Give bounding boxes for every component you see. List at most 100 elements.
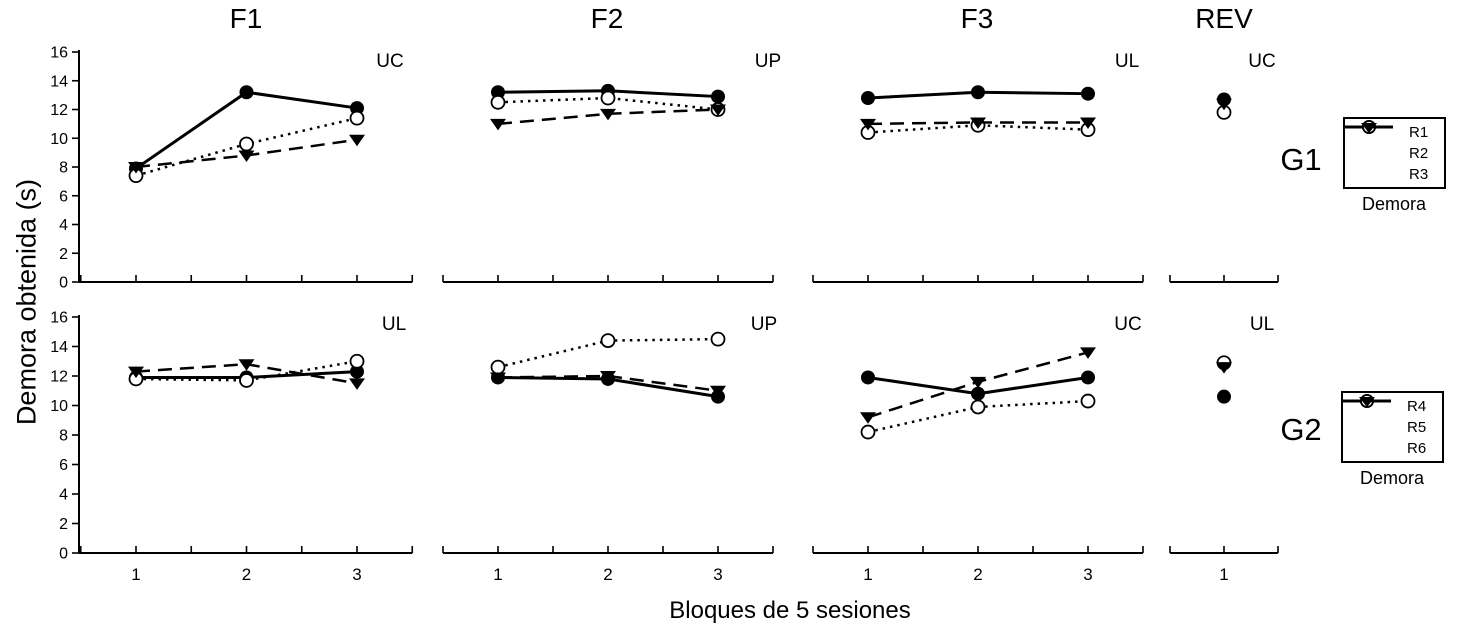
series-R6-marker	[490, 372, 506, 384]
y-tick-label: 10	[50, 398, 68, 415]
legend-sample-r6	[1343, 397, 1400, 456]
group-label-g2: G2	[1280, 412, 1322, 447]
condition-label-g2-f1: UL	[381, 314, 407, 335]
legend-sample-r2	[1345, 120, 1402, 161]
x-tick-label: 3	[713, 565, 722, 584]
x-tick-label: 1	[863, 565, 872, 584]
y-tick-label: 16	[50, 310, 68, 327]
panel-G2-F3: 1 2 3	[812, 347, 1144, 584]
panel-G2-F2: 1 2 3	[442, 331, 774, 584]
legend-entry-r3: R3	[1345, 123, 1444, 185]
series-R4-marker	[350, 364, 364, 379]
series-R3-marker	[1080, 117, 1096, 129]
x-tick-label: 1	[131, 565, 140, 584]
x-tick-label: 1	[493, 565, 502, 584]
y-tick-label: 6	[59, 457, 68, 474]
series-R6-marker	[349, 378, 365, 390]
panel-title-f3: F3	[960, 3, 994, 34]
series-R3-marker	[710, 104, 726, 116]
series-R5-marker	[239, 373, 254, 388]
legend-g2: R4 R5 R6	[1341, 391, 1444, 463]
legend-sample-svg-R3	[1345, 123, 1393, 133]
x-tick-label: 2	[242, 565, 251, 584]
legend-label-r5: R5	[1407, 418, 1427, 436]
series-R4-marker	[1217, 389, 1231, 404]
x-axis-title: Bloques de 5 sesiones	[669, 597, 911, 624]
series-R1-marker	[491, 85, 505, 100]
x-tick-label: 2	[603, 565, 612, 584]
series-R3-marker	[1216, 98, 1232, 111]
series-R5-marker	[349, 353, 365, 369]
legend-entry-r2: R2	[1345, 120, 1444, 164]
series-R6-marker	[710, 385, 726, 398]
condition-label-g1-f3: UL	[1114, 51, 1140, 72]
panel-G1-REV	[1169, 92, 1279, 283]
series-R5-marker	[860, 424, 876, 440]
series-R6-marker	[238, 359, 255, 371]
panel-G1-F2	[442, 83, 774, 283]
y-tick-label: 10	[50, 131, 68, 148]
group-label-g1: G1	[1280, 142, 1322, 177]
series-R6-marker	[1216, 362, 1232, 374]
y-tick-label: 0	[59, 275, 68, 292]
y-tick-label: 2	[59, 516, 68, 533]
condition-label-g1-rev: UC	[1248, 51, 1276, 72]
series-R2-marker	[349, 110, 365, 126]
series-R3-marker	[238, 150, 255, 162]
legend-g1: R1 R2 R3	[1343, 117, 1446, 189]
series-R5-marker	[1080, 393, 1096, 409]
series-R5-marker	[600, 333, 616, 349]
series-R4-marker	[861, 370, 875, 385]
condition-label-g1-f2: UP	[754, 51, 782, 72]
legend-label-r1: R1	[1409, 123, 1429, 141]
series-R2-marker	[239, 136, 254, 152]
legend-filled-triangle-icon	[1359, 397, 1375, 407]
series-R3-marker	[600, 108, 616, 121]
series-R5-marker	[710, 331, 726, 347]
panel-G1-F1: 0 2 4 6 8 10 12 14 16	[50, 45, 414, 292]
condition-label-g2-f2: UP	[750, 314, 778, 335]
y-tick-label: 8	[59, 428, 68, 445]
series-R2-marker	[490, 94, 506, 110]
legend-entry-r6: R6	[1343, 397, 1442, 459]
panel-title-rev: REV	[1195, 3, 1253, 34]
panel-G1-F3	[812, 85, 1144, 283]
legend-caption-g2: Demora	[1359, 468, 1425, 488]
legend-label-r6: R6	[1407, 439, 1427, 457]
series-R3-marker	[490, 118, 506, 131]
y-tick-label: 4	[59, 487, 68, 504]
series-R1-marker	[239, 85, 254, 100]
condition-label-g2-rev: UL	[1249, 314, 1275, 335]
legend-sample-r3	[1345, 123, 1402, 182]
legend-sample-svg-R6	[1343, 397, 1391, 407]
y-tick-label: 12	[50, 369, 68, 386]
legend-label-r4: R4	[1407, 397, 1427, 415]
condition-label-g1-f1: UC	[376, 51, 404, 72]
series-R6-marker	[970, 376, 986, 389]
series-R1-marker	[1081, 86, 1095, 101]
legend-entry-r5: R5	[1343, 394, 1442, 438]
series-R6-marker	[860, 412, 876, 424]
condition-label-g2-f3: UC	[1114, 314, 1142, 335]
series-R1-marker	[711, 89, 725, 104]
series-R5-marker	[490, 359, 506, 375]
legend-label-r3: R3	[1409, 165, 1429, 183]
y-tick-label: 16	[50, 45, 68, 62]
series-R6-marker	[1080, 347, 1096, 359]
legend-caption-g1: Demora	[1361, 194, 1427, 214]
series-R3-marker	[970, 117, 986, 129]
series-R1-marker	[350, 101, 364, 116]
x-tick-label: 1	[1219, 565, 1228, 584]
y-tick-label: 12	[50, 102, 68, 119]
series-R3-marker	[349, 134, 365, 147]
x-tick-label: 3	[352, 565, 361, 584]
y-tick-label: 4	[59, 217, 68, 234]
y-tick-label: 6	[59, 188, 68, 205]
panel-title-f2: F2	[590, 3, 624, 34]
y-tick-label: 14	[50, 73, 68, 90]
series-R1-marker	[861, 91, 875, 105]
x-tick-label: 2	[973, 565, 982, 584]
